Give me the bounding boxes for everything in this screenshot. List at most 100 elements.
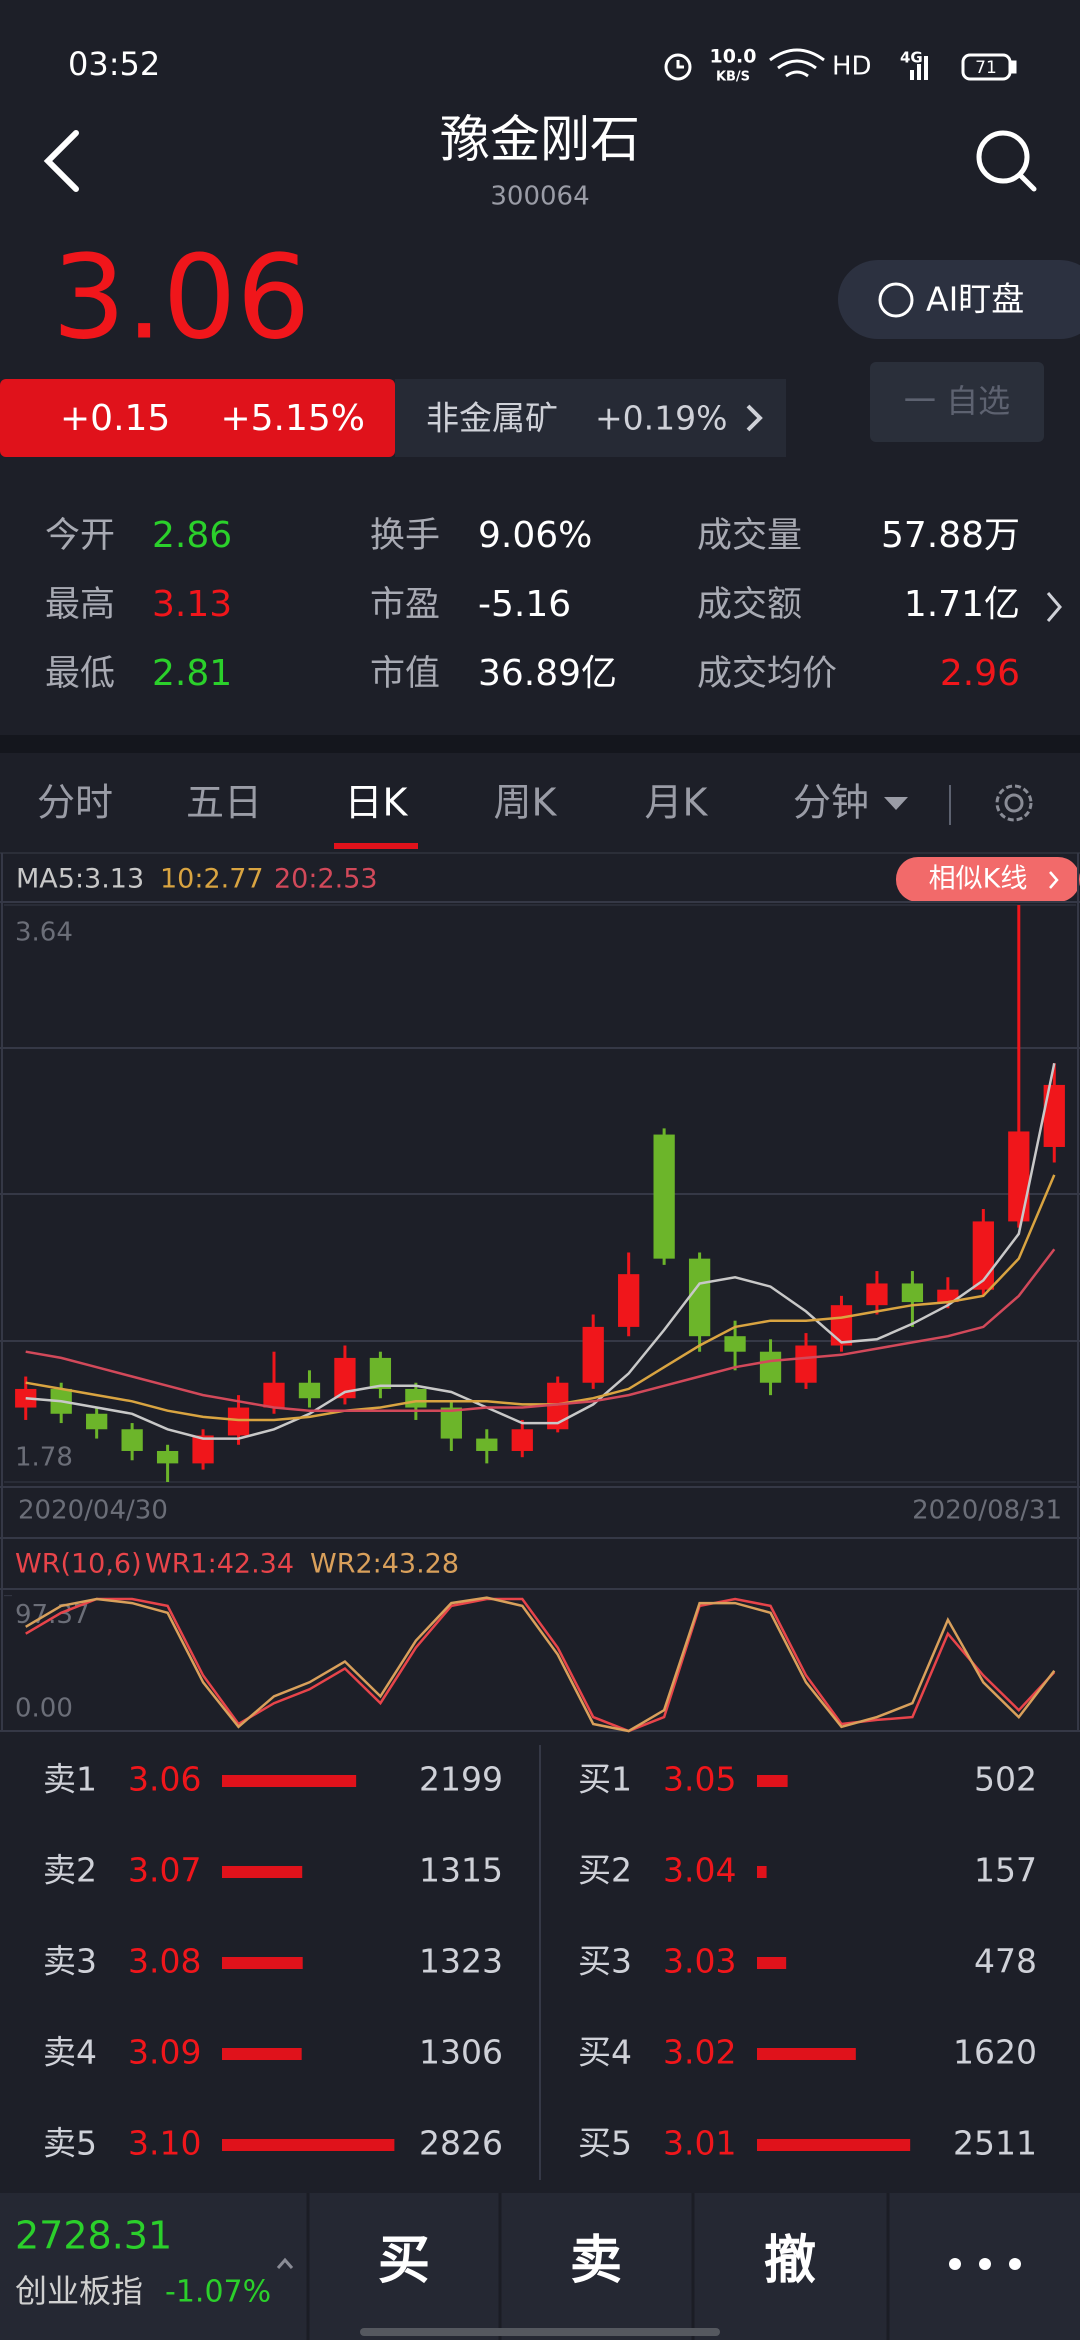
- candle-body: [901, 1283, 924, 1303]
- candle-body: [653, 1134, 675, 1259]
- stat-value: 36.89亿: [478, 653, 617, 694]
- stat-label: 成交均价: [697, 654, 837, 694]
- index-value: 2728.31: [15, 2214, 172, 2258]
- order-label: 卖2: [43, 1851, 97, 1890]
- change: +0.15: [60, 398, 170, 439]
- action-button[interactable]: 买: [378, 2231, 430, 2291]
- ai-button[interactable]: [838, 260, 1080, 339]
- tab[interactable]: 分钟: [793, 781, 869, 825]
- candle-body: [440, 1407, 462, 1439]
- candle-body: [86, 1413, 108, 1430]
- change-percent: +5.15%: [220, 398, 365, 439]
- stat-label: 最低: [45, 654, 115, 694]
- stat-label: 换手: [370, 516, 440, 556]
- ma-line: [25, 1248, 1056, 1412]
- order-label: 卖3: [43, 1942, 97, 1981]
- settings-button[interactable]: [995, 784, 1033, 822]
- stat-value: -5.16: [478, 584, 571, 625]
- order-price: 3.03: [663, 1942, 736, 1981]
- tab[interactable]: 周K: [494, 781, 558, 825]
- stat-value: 2.81: [152, 653, 232, 694]
- wr-line: [25, 1596, 1056, 1733]
- section-divider: [0, 735, 1080, 753]
- tab[interactable]: 月K: [645, 781, 709, 825]
- order-label: 卖1: [43, 1760, 97, 1799]
- stats-chevron[interactable]: [1046, 592, 1062, 622]
- volume-bar: [757, 2139, 911, 2151]
- volume-bar: [222, 1957, 303, 1969]
- candle-body: [227, 1407, 250, 1436]
- order-price: 3.10: [128, 2124, 201, 2163]
- candle-body: [405, 1388, 427, 1408]
- candle-body: [618, 1274, 640, 1327]
- net-speed: 10.0: [710, 46, 757, 68]
- order-volume: 1620: [953, 2033, 1037, 2072]
- order-volume: 1323: [419, 1942, 503, 1981]
- candle-body: [759, 1351, 782, 1383]
- search-button[interactable]: [976, 130, 1037, 192]
- action-button[interactable]: 撤: [764, 2231, 816, 2291]
- stat-value: 9.06%: [478, 515, 592, 556]
- order-volume: 1306: [419, 2033, 503, 2072]
- candle-body: [1008, 1131, 1030, 1222]
- candle-body: [795, 1345, 817, 1383]
- stock-title: 豫金刚石: [440, 111, 640, 169]
- y-tick-label: 3.64: [15, 918, 73, 948]
- candle-body: [830, 1305, 853, 1346]
- sector-chevron: [746, 404, 763, 432]
- candle-body: [121, 1429, 143, 1451]
- order-price: 3.04: [663, 1851, 736, 1890]
- sector-name[interactable]: 非金属矿: [426, 399, 558, 438]
- sector-box[interactable]: [395, 379, 786, 457]
- candle-body: [476, 1438, 498, 1451]
- candle-body: [263, 1382, 285, 1408]
- hd-indicator: HD: [832, 52, 872, 82]
- stat-value: 57.88万: [881, 515, 1020, 556]
- similar-button-label[interactable]: 相似K线: [929, 864, 1028, 895]
- wr-line: [25, 1597, 1056, 1733]
- candle-body: [1043, 1084, 1065, 1147]
- order-label: 买3: [578, 1942, 632, 1981]
- network-type: 4G: [900, 49, 923, 67]
- watch-button-label[interactable]: 一 自选: [904, 382, 1010, 420]
- more-button[interactable]: [949, 2258, 1021, 2270]
- ma-line: [25, 1174, 1056, 1422]
- status-icons: [664, 48, 1017, 81]
- action-button[interactable]: 卖: [570, 2231, 622, 2291]
- order-volume: 502: [974, 1760, 1037, 1799]
- stat-label: 市盈: [370, 585, 440, 625]
- order-price: 3.08: [128, 1942, 201, 1981]
- order-label: 卖5: [43, 2124, 97, 2163]
- order-label: 买5: [578, 2124, 632, 2163]
- tab[interactable]: 五日: [186, 781, 262, 825]
- bottom-dividers: [306, 2193, 890, 2340]
- back-button[interactable]: [43, 130, 79, 192]
- volume-bar: [757, 1957, 787, 1969]
- stat-label: 今开: [45, 516, 115, 556]
- order-volume: 2826: [419, 2124, 503, 2163]
- battery-level: 71: [975, 58, 997, 78]
- legend-entry: WR1:42.34: [145, 1549, 294, 1580]
- price: 3.06: [52, 231, 310, 366]
- volume-bar: [222, 1775, 357, 1787]
- y-tick-label: 1.78: [15, 1443, 73, 1473]
- change-box: [0, 379, 395, 457]
- volume-bar: [757, 1866, 767, 1878]
- expand-arrow[interactable]: [276, 2257, 294, 2269]
- tab[interactable]: 分时: [37, 781, 113, 825]
- ai-button-label[interactable]: AI盯盘: [926, 280, 1024, 319]
- date-end: 2020/08/31: [912, 1496, 1062, 1526]
- watch-button[interactable]: [870, 362, 1044, 442]
- stat-label: 最高: [45, 585, 115, 625]
- order-volume: 478: [974, 1942, 1037, 1981]
- tab[interactable]: 日K: [345, 781, 409, 825]
- tab-underline: [334, 843, 418, 849]
- order-label: 买1: [578, 1760, 632, 1799]
- similar-button[interactable]: [896, 857, 1080, 902]
- home-indicator: [360, 2328, 720, 2336]
- order-volume: 2511: [953, 2124, 1037, 2163]
- candle-body: [582, 1326, 604, 1383]
- index-change: -1.07%: [165, 2275, 271, 2310]
